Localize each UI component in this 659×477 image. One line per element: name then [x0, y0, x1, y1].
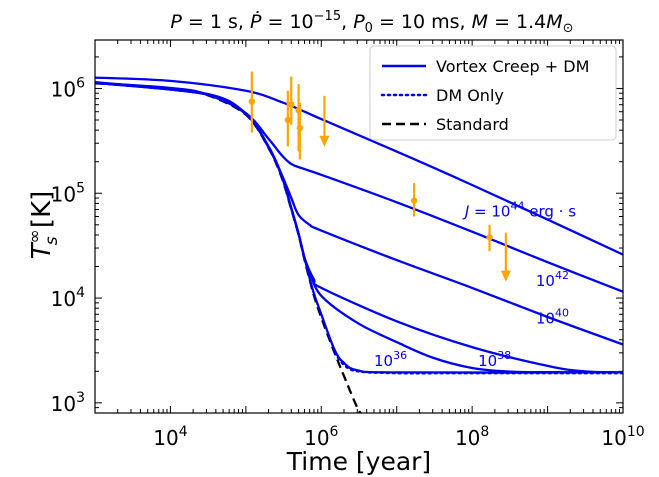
- observation-points: [248, 71, 511, 282]
- observation-point-5: [319, 95, 330, 147]
- y-tick-label: 104: [51, 285, 85, 311]
- observation-point-1: [284, 90, 292, 147]
- observation-point-6: [410, 183, 418, 217]
- curve-annotation-3: 1038: [478, 349, 511, 370]
- x-tick-label: 108: [455, 424, 489, 450]
- axis-ticks: 104 106 108 1010 103 104 105 106: [51, 40, 645, 450]
- y-tick-label: 106: [51, 75, 85, 101]
- curve-annotation-4: 1036: [374, 349, 407, 370]
- plot-frame: [94, 39, 624, 414]
- legend-box: [369, 45, 617, 141]
- x-tick-label: 104: [153, 424, 187, 450]
- chart-title: P = 1 s, Ṗ = 10−15, P0 = 10 ms, M = 1.4M…: [170, 9, 573, 36]
- legend-label-standard: Standard: [436, 115, 509, 134]
- observation-point-2: [288, 76, 295, 125]
- curve-annotation-2: 1040: [536, 307, 569, 328]
- x-tick-label: 106: [304, 424, 338, 450]
- y-axis-label: T∞s [K]: [25, 191, 62, 260]
- observation-point-0: [248, 71, 256, 133]
- curve-annotation-0: J = 1044 erg · s: [462, 200, 576, 221]
- y-tick-label: 103: [51, 390, 85, 416]
- x-tick-label: 1010: [601, 424, 644, 450]
- y-tick-label: 105: [51, 180, 85, 206]
- observation-point-7: [486, 224, 493, 252]
- model-curves: [95, 76, 623, 413]
- x-axis-label: Time [year]: [286, 447, 431, 476]
- legend-label-dm-only: DM Only: [436, 86, 504, 105]
- curve-annotation-1: 1042: [536, 269, 569, 290]
- observation-point-8: [500, 232, 511, 282]
- observation-point-4: [296, 102, 304, 160]
- legend-label-vortex-creep-dm: Vortex Creep + DM: [436, 57, 589, 76]
- vortex-creep-curve-7: [95, 76, 623, 256]
- legend: Vortex Creep + DM DM Only Standard: [369, 45, 617, 141]
- curve-annotations: J = 1044 erg · s 1042 1040 1038 1036: [374, 200, 576, 370]
- standard-curve: [95, 82, 363, 413]
